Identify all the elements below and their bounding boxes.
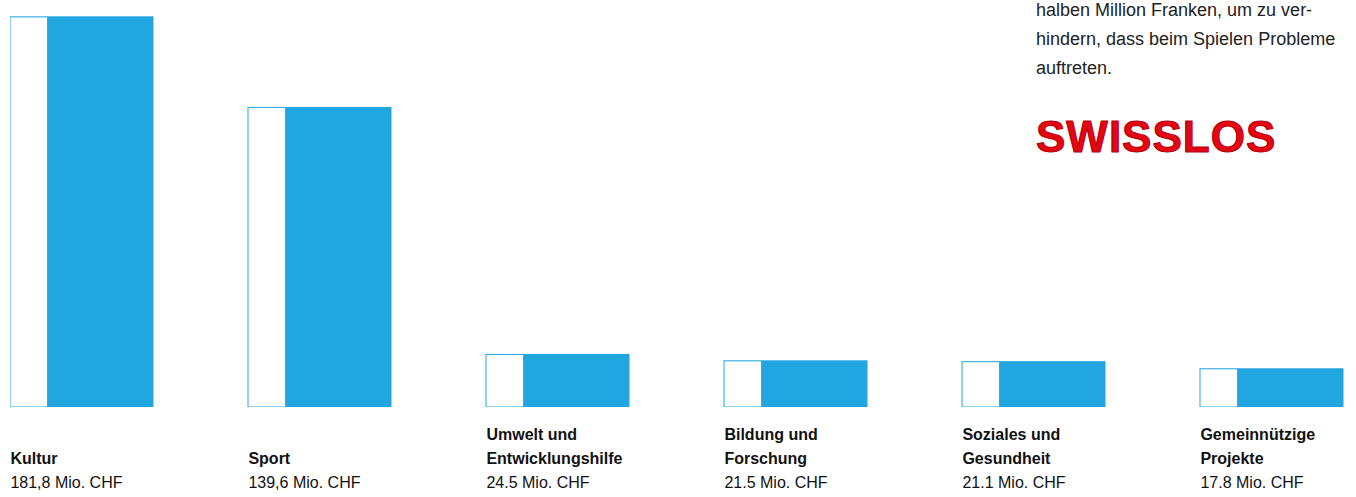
svg-text:24.5 Mio. CHF: 24.5 Mio. CHF bbox=[486, 474, 589, 491]
svg-text:GemeinnützigeProjekte: GemeinnützigeProjekte bbox=[1200, 426, 1315, 467]
svg-text:17.8 Mio. CHF: 17.8 Mio. CHF bbox=[1200, 474, 1303, 491]
svg-text:139,6 Mio. CHF: 139,6 Mio. CHF bbox=[248, 474, 360, 491]
html-text:hindern, dass beim Spielen Pro: hindern, dass beim Spielen Probleme bbox=[1036, 29, 1336, 49]
svg-text:Kultur: Kultur bbox=[10, 450, 57, 467]
svg-text:Soziales undGesundheit: Soziales undGesundheit bbox=[962, 426, 1060, 467]
svg-text:21.5 Mio. CHF: 21.5 Mio. CHF bbox=[724, 474, 827, 491]
svg-text:181,8 Mio. CHF: 181,8 Mio. CHF bbox=[10, 474, 122, 491]
html-text:auftreten.: auftreten. bbox=[1036, 58, 1113, 78]
svg-text:21.1 Mio. CHF: 21.1 Mio. CHF bbox=[962, 474, 1065, 491]
html-text:SWISSLOS: SWISSLOS bbox=[1036, 112, 1277, 161]
svg-text:Sport: Sport bbox=[248, 450, 290, 467]
svg-text:Bildung undForschung: Bildung undForschung bbox=[724, 426, 817, 467]
svg-text:Umwelt undEntwicklungshilfe: Umwelt undEntwicklungshilfe bbox=[486, 426, 622, 467]
html-text:halben Million Franken, um zu: halben Million Franken, um zu ver- bbox=[1036, 0, 1313, 20]
